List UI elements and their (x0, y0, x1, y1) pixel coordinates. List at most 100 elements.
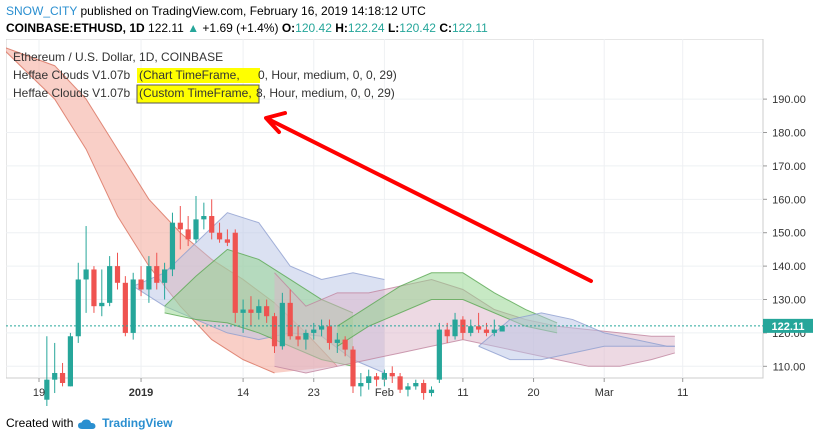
candle-body (99, 302, 105, 307)
cloud-edge-upper (337, 272, 558, 327)
candle (421, 379, 427, 400)
candle-body (303, 332, 309, 340)
legend-indicator-1[interactable]: Heffae Clouds V1.07b (Chart TimeFrame, 0… (13, 68, 397, 83)
candle-body (52, 372, 58, 380)
candle-body (350, 349, 356, 387)
author-name[interactable]: SNOW_CITY (6, 4, 78, 18)
candle (483, 322, 490, 337)
candle-body (256, 306, 262, 313)
candle (366, 369, 372, 390)
x-tick-label: 20 (527, 387, 539, 399)
cloud-green (337, 272, 558, 347)
candle-body (59, 372, 66, 384)
high-label: H: (335, 21, 348, 35)
candle (114, 252, 121, 290)
candle-body (107, 266, 113, 303)
price-chart[interactable]: 110.00120.00130.00140.00150.00160.00170.… (6, 39, 813, 406)
candle (428, 386, 435, 397)
candle-body (389, 372, 395, 377)
x-tick-label: 2019 (129, 387, 153, 399)
tradingview-logo[interactable]: TradingView (102, 416, 173, 430)
candle (154, 252, 160, 290)
cloud-edge-lower (478, 345, 675, 361)
candles (44, 195, 505, 406)
indicator-1-params: 0, Hour, medium, 0, 0, 29) (258, 68, 397, 82)
open-label: O: (281, 21, 296, 35)
candle (397, 372, 403, 394)
candle (130, 272, 136, 340)
candle (413, 379, 419, 390)
candle (271, 312, 278, 353)
candle-body (271, 316, 278, 347)
candle-body (499, 325, 505, 332)
candle-body (483, 329, 490, 333)
y-tick-label: 170.00 (772, 161, 806, 173)
candle-body (193, 219, 199, 240)
symbol-ohlc-line: COINBASE:ETHUSD, 1D 122.11 ▲ +1.69 (+1.4… (6, 21, 488, 35)
candle-body (326, 326, 333, 343)
candle-body (373, 376, 380, 380)
candle-body (476, 326, 482, 330)
x-tick-label: 19 (33, 387, 45, 399)
candle-body (209, 216, 215, 233)
symbol-label: COINBASE:ETHUSD, 1D (6, 21, 145, 35)
x-tick-label: 14 (237, 387, 249, 399)
candle-body (295, 336, 301, 340)
last-price-badge: 122.11 (763, 318, 813, 333)
legend-indicator-2[interactable]: Heffae Clouds V1.07b (Custom TimeFrame, … (13, 84, 395, 104)
x-axis[interactable]: 19 2019 14 23 Feb 11 20 Mar 11 (33, 378, 689, 399)
candle (169, 212, 176, 277)
candle-body (83, 269, 89, 280)
cloud-blue (478, 312, 675, 360)
x-tick-label: Mar (595, 387, 614, 399)
candle (499, 325, 505, 332)
candle (75, 262, 81, 343)
candle-body (264, 306, 270, 317)
candle-body (334, 339, 340, 343)
candle (67, 332, 73, 387)
x-tick-label: Feb (375, 387, 394, 399)
candle (436, 322, 442, 384)
candle-body (397, 376, 403, 390)
candle-body (428, 389, 435, 394)
candle (303, 329, 309, 350)
candle (83, 226, 89, 313)
candle (279, 292, 285, 350)
candle-body (169, 222, 176, 270)
candle-body (75, 279, 81, 337)
cloud-edge-lower (274, 339, 675, 374)
candle (59, 362, 66, 387)
candle-body (122, 282, 128, 333)
low-value: 120.42 (399, 21, 436, 35)
highlight-box-1 (137, 68, 260, 83)
candle (373, 372, 380, 387)
close-value: 122.11 (451, 21, 488, 35)
candle-body (319, 326, 325, 330)
cloud-edge-upper (133, 212, 385, 287)
candle (232, 229, 238, 323)
y-axis[interactable]: 110.00120.00130.00140.00150.00160.00170.… (763, 94, 806, 373)
candle (91, 266, 97, 313)
indicator-1-name: Heffae Clouds V1.07b (13, 68, 131, 82)
candle (319, 319, 325, 337)
candle-body (436, 329, 442, 380)
candle-body (279, 302, 285, 347)
open-value: 120.42 (295, 21, 332, 35)
candle (44, 336, 50, 406)
candle-body (342, 339, 348, 350)
candle-body (413, 383, 419, 387)
candle (162, 262, 168, 300)
cloud-logo-icon (77, 419, 96, 429)
candle-body (232, 232, 238, 313)
y-tick-label: 110.00 (773, 361, 806, 373)
footer: Created with TradingView (6, 416, 173, 430)
candle (468, 319, 474, 337)
candle-body (138, 279, 144, 290)
candle (287, 289, 293, 340)
candle-body (67, 336, 73, 387)
candle-body (216, 232, 223, 240)
last-price: 122.11 (148, 21, 184, 35)
y-tick-label: 180.00 (772, 128, 806, 140)
candle-body (185, 229, 191, 240)
indicator-2-name: Heffae Clouds V1.07b (13, 86, 131, 100)
